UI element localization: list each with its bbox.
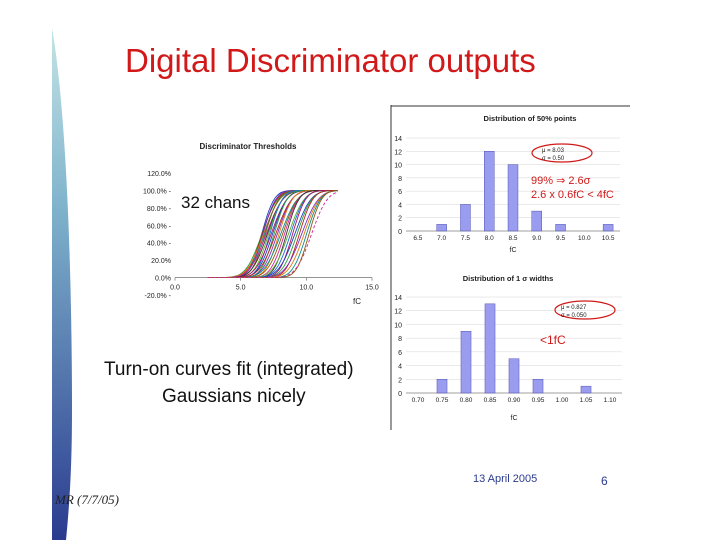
- x-tick-label: 1.10: [604, 397, 617, 404]
- y-tick-label: 12: [394, 309, 402, 316]
- stats-highlight: [531, 143, 593, 163]
- y-tick-label: 6: [398, 350, 402, 357]
- x-tick-label: 6.5: [413, 235, 422, 242]
- histogram-bar: [460, 331, 472, 394]
- y-tick-label: 0: [398, 391, 402, 398]
- histogram-bar: [580, 385, 592, 394]
- x-tick-label: 1.00: [556, 397, 569, 404]
- channels-annotation: 32 chans: [181, 193, 250, 212]
- x-axis-label: fC: [353, 297, 361, 306]
- chart-title: Discriminator Thresholds: [200, 142, 297, 151]
- chart-title: Distribution of 50% points: [484, 114, 577, 123]
- caption-line-2: Gaussians nicely: [162, 386, 306, 407]
- stat-mean: μ = 8.03: [542, 148, 565, 154]
- y-tick-label: 14: [394, 295, 402, 302]
- chart-frame: [100, 135, 380, 335]
- y-tick-label: -20.0% -: [145, 293, 172, 300]
- page-number: 6: [601, 474, 608, 488]
- x-tick-label: 15.0: [365, 285, 379, 292]
- x-tick-label: 10.5: [602, 235, 615, 242]
- histogram-bar: [532, 379, 544, 394]
- histogram-bar: [436, 224, 447, 232]
- y-tick-label: 14: [394, 136, 402, 143]
- x-tick-label: 9.5: [556, 235, 565, 242]
- y-tick-label: 4: [398, 202, 402, 209]
- y-tick-label: 10: [394, 322, 402, 329]
- y-tick-label: 2: [398, 377, 402, 384]
- histogram-bar: [555, 224, 566, 232]
- x-tick-label: 7.0: [437, 235, 446, 242]
- fifty-percent-histogram: Distribution of 50% points 14 12 10 8 6 4 2 0 6…: [390, 105, 630, 255]
- y-tick-label: 20.0%: [151, 258, 171, 265]
- x-tick-label: 7.5: [461, 235, 470, 242]
- y-tick-label: 4: [398, 364, 402, 371]
- x-tick-label: 0.90: [508, 397, 521, 404]
- x-tick-label: 8.5: [508, 235, 517, 242]
- histogram-bar: [484, 151, 495, 232]
- histogram-bar: [507, 164, 519, 232]
- x-tick-label: 0.80: [460, 397, 473, 404]
- sidebar-shape: [52, 28, 72, 540]
- histogram-bar: [484, 303, 496, 394]
- annotation-under-1fc: <1fC: [540, 333, 566, 347]
- y-tick-label: 6: [398, 189, 402, 196]
- y-tick-label: 120.0%: [147, 171, 171, 178]
- histogram-bar: [508, 358, 520, 394]
- histogram-bar: [602, 224, 614, 232]
- stat-sigma: σ = 0.50: [542, 156, 565, 162]
- slide-title: Digital Discriminator outputs: [125, 42, 536, 79]
- x-axis-label: fC: [511, 415, 518, 422]
- caption-line-1: Turn-on curves fit (integrated): [104, 359, 354, 380]
- y-tick-label: 100.0% -: [143, 188, 172, 195]
- author-tag: MR (7/7/05): [55, 492, 119, 507]
- histogram-bar: [531, 210, 542, 232]
- stats-highlight: [554, 300, 616, 320]
- histogram-bar: [460, 204, 471, 232]
- y-tick-label: 10: [394, 163, 402, 170]
- x-tick-label: 1.05: [580, 397, 593, 404]
- x-tick-label: 0.95: [532, 397, 545, 404]
- thresholds-chart: Discriminator Thresholds 120.0% 100.0% - 8…: [100, 135, 380, 335]
- y-tick-label: 80.0% -: [147, 206, 172, 213]
- x-tick-label: 8.0: [485, 235, 494, 242]
- annotation-background: [179, 191, 257, 213]
- footer-date: 13 April 2005: [473, 473, 538, 485]
- x-axis-label: fC: [510, 247, 517, 254]
- x-tick-label: 0.0: [170, 285, 180, 292]
- y-tick-label: 0.0%: [155, 276, 171, 283]
- x-tick-label: 0.85: [484, 397, 497, 404]
- y-tick-label: 60.0% -: [147, 223, 172, 230]
- x-tick-label: 0.75: [436, 397, 449, 404]
- y-tick-label: 8: [398, 176, 402, 183]
- stat-mean: μ = 0.827: [561, 305, 587, 311]
- y-tick-label: 12: [394, 149, 402, 156]
- x-tick-label: 10.0: [578, 235, 591, 242]
- x-tick-label: 5.0: [236, 285, 246, 292]
- stat-sigma: σ = 0.050: [561, 313, 587, 319]
- y-tick-label: 2: [398, 216, 402, 223]
- annotation-threshold: 2.6 x 0.6fC < 4fC: [531, 189, 614, 201]
- turn-on-curve: [207, 191, 339, 279]
- chart-title: Distribution of 1 σ widths: [463, 274, 554, 283]
- x-tick-label: 9.0: [532, 235, 541, 242]
- histogram-bar: [436, 379, 448, 394]
- y-tick-label: 0: [398, 229, 402, 236]
- y-tick-label: 40.0% -: [147, 241, 172, 248]
- sigma-width-histogram: Distribution of 1 σ widths 14 12 10 8 6 4 2 0 0…: [390, 255, 622, 430]
- annotation-99-percent: 99% ⇒ 2.6σ: [531, 175, 591, 187]
- y-tick-label: 8: [398, 336, 402, 343]
- x-tick-label: 10.0: [300, 285, 314, 292]
- x-tick-label: 0.70: [412, 397, 425, 404]
